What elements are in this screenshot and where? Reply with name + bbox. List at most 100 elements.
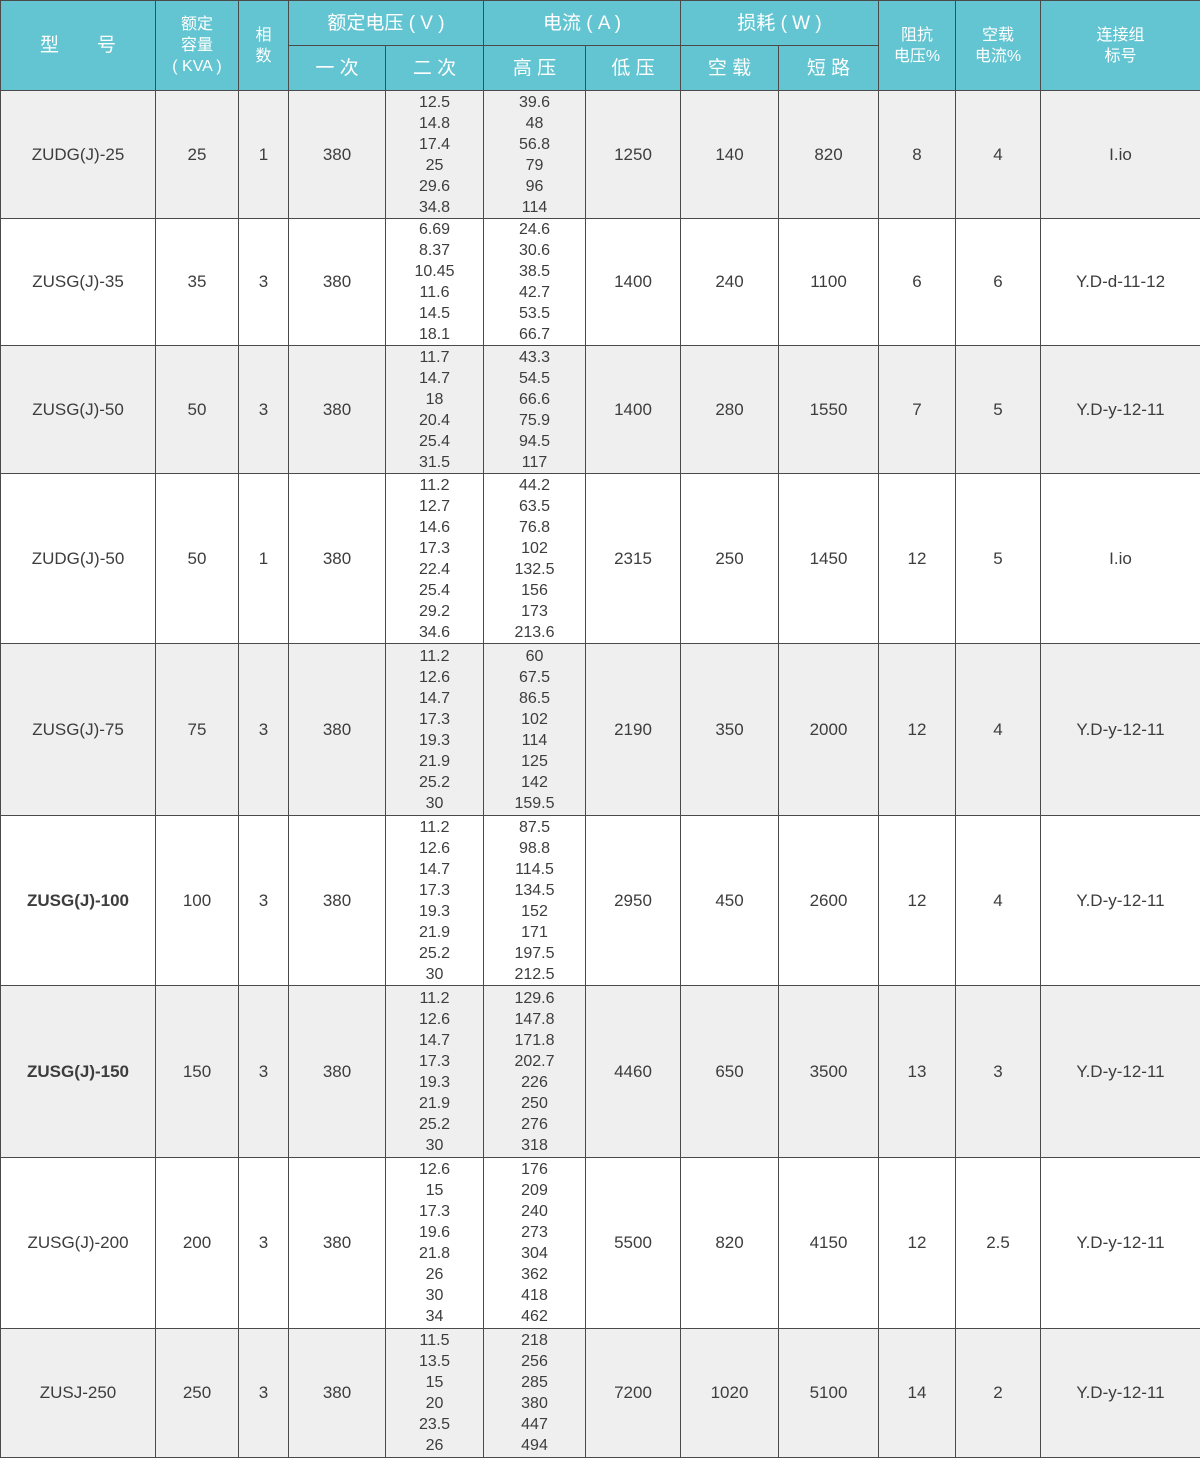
- cell-capacity: 50: [156, 346, 239, 474]
- cell-model: ZUSG(J)-200: [1, 1158, 156, 1329]
- cell-secondary-voltage: 11.2 12.6 14.7 17.3 19.3 21.9 25.2 30: [386, 986, 484, 1158]
- cell-capacity: 35: [156, 219, 239, 346]
- cell-phases: 3: [239, 1329, 289, 1458]
- cell-high-voltage-current: 218 256 285 380 447 494: [484, 1329, 586, 1458]
- cell-primary-voltage: 380: [289, 1158, 386, 1329]
- header-rated-voltage-group: 额定电压 ( V ): [289, 1, 484, 46]
- cell-low-voltage-current: 7200: [586, 1329, 681, 1458]
- table-row: ZUSG(J)-75 75 3 380 11.2 12.6 14.7 17.3 …: [1, 644, 1200, 816]
- cell-secondary-voltage: 12.6 15 17.3 19.6 21.8 26 30 34: [386, 1158, 484, 1329]
- cell-short-circuit-loss: 1450: [779, 474, 879, 644]
- cell-short-circuit-loss: 820: [779, 91, 879, 219]
- cell-no-load-loss: 350: [681, 644, 779, 816]
- cell-capacity: 50: [156, 474, 239, 644]
- cell-secondary-voltage: 11.2 12.6 14.7 17.3 19.3 21.9 25.2 30: [386, 816, 484, 986]
- cell-phases: 3: [239, 986, 289, 1158]
- cell-model: ZUSG(J)-100: [1, 816, 156, 986]
- cell-connection-group: Y.D-y-12-11: [1041, 816, 1200, 986]
- table-row: ZUSG(J)-35 35 3 380 6.69 8.37 10.45 11.6…: [1, 219, 1200, 346]
- cell-low-voltage-current: 5500: [586, 1158, 681, 1329]
- cell-high-voltage-current: 39.6 48 56.8 79 96 114: [484, 91, 586, 219]
- cell-phases: 3: [239, 816, 289, 986]
- cell-phases: 1: [239, 91, 289, 219]
- cell-connection-group: Y.D-y-12-11: [1041, 1158, 1200, 1329]
- table-header: 型 号 额定 容量 ( KVA ) 相 数 额定电压 ( V ) 电流 ( A …: [1, 1, 1200, 91]
- cell-high-voltage-current: 43.3 54.5 66.6 75.9 94.5 117: [484, 346, 586, 474]
- cell-impedance-voltage: 8: [879, 91, 956, 219]
- cell-low-voltage-current: 1400: [586, 219, 681, 346]
- cell-short-circuit-loss: 3500: [779, 986, 879, 1158]
- header-short-circuit: 短 路: [779, 46, 879, 91]
- cell-primary-voltage: 380: [289, 474, 386, 644]
- cell-primary-voltage: 380: [289, 986, 386, 1158]
- header-no-load-current: 空载 电流%: [956, 1, 1041, 91]
- cell-phases: 3: [239, 219, 289, 346]
- cell-low-voltage-current: 2190: [586, 644, 681, 816]
- header-impedance-voltage: 阻抗 电压%: [879, 1, 956, 91]
- table-row: ZUSG(J)-50 50 3 380 11.7 14.7 18 20.4 25…: [1, 346, 1200, 474]
- cell-short-circuit-loss: 2600: [779, 816, 879, 986]
- cell-primary-voltage: 380: [289, 1329, 386, 1458]
- cell-primary-voltage: 380: [289, 816, 386, 986]
- cell-phases: 3: [239, 644, 289, 816]
- cell-impedance-voltage: 14: [879, 1329, 956, 1458]
- cell-model: ZUSG(J)-150: [1, 986, 156, 1158]
- header-capacity: 额定 容量 ( KVA ): [156, 1, 239, 91]
- cell-short-circuit-loss: 4150: [779, 1158, 879, 1329]
- table-row: ZUSG(J)-100 100 3 380 11.2 12.6 14.7 17.…: [1, 816, 1200, 986]
- table-row: ZUDG(J)-50 50 1 380 11.2 12.7 14.6 17.3 …: [1, 474, 1200, 644]
- header-loss-group: 损耗 ( W ): [681, 1, 879, 46]
- header-row-groups: 型 号 额定 容量 ( KVA ) 相 数 额定电压 ( V ) 电流 ( A …: [1, 1, 1200, 46]
- cell-capacity: 75: [156, 644, 239, 816]
- cell-no-load-current: 4: [956, 644, 1041, 816]
- cell-primary-voltage: 380: [289, 219, 386, 346]
- cell-impedance-voltage: 12: [879, 474, 956, 644]
- cell-high-voltage-current: 24.6 30.6 38.5 42.7 53.5 66.7: [484, 219, 586, 346]
- cell-capacity: 25: [156, 91, 239, 219]
- cell-model: ZUSG(J)-75: [1, 644, 156, 816]
- cell-no-load-current: 5: [956, 474, 1041, 644]
- cell-secondary-voltage: 6.69 8.37 10.45 11.6 14.5 18.1: [386, 219, 484, 346]
- table-row: ZUDG(J)-25 25 1 380 12.5 14.8 17.4 25 29…: [1, 91, 1200, 219]
- cell-no-load-current: 5: [956, 346, 1041, 474]
- cell-capacity: 250: [156, 1329, 239, 1458]
- cell-no-load-current: 6: [956, 219, 1041, 346]
- cell-short-circuit-loss: 5100: [779, 1329, 879, 1458]
- cell-impedance-voltage: 12: [879, 816, 956, 986]
- header-connection-group: 连接组 标号: [1041, 1, 1200, 91]
- cell-low-voltage-current: 1400: [586, 346, 681, 474]
- cell-no-load-loss: 250: [681, 474, 779, 644]
- cell-capacity: 200: [156, 1158, 239, 1329]
- cell-no-load-current: 4: [956, 816, 1041, 986]
- header-primary: 一 次: [289, 46, 386, 91]
- table-body: ZUDG(J)-25 25 1 380 12.5 14.8 17.4 25 29…: [1, 91, 1200, 1458]
- cell-impedance-voltage: 12: [879, 644, 956, 816]
- cell-secondary-voltage: 11.7 14.7 18 20.4 25.4 31.5: [386, 346, 484, 474]
- cell-no-load-current: 2: [956, 1329, 1041, 1458]
- cell-connection-group: Y.D-y-12-11: [1041, 346, 1200, 474]
- cell-primary-voltage: 380: [289, 91, 386, 219]
- cell-no-load-loss: 1020: [681, 1329, 779, 1458]
- cell-low-voltage-current: 2315: [586, 474, 681, 644]
- cell-model: ZUSG(J)-50: [1, 346, 156, 474]
- cell-model: ZUDG(J)-50: [1, 474, 156, 644]
- cell-connection-group: Y.D-y-12-11: [1041, 986, 1200, 1158]
- cell-high-voltage-current: 176 209 240 273 304 362 418 462: [484, 1158, 586, 1329]
- cell-connection-group: Y.D-d-11-12: [1041, 219, 1200, 346]
- cell-primary-voltage: 380: [289, 644, 386, 816]
- cell-connection-group: I.io: [1041, 474, 1200, 644]
- cell-model: ZUSJ-250: [1, 1329, 156, 1458]
- cell-no-load-current: 2.5: [956, 1158, 1041, 1329]
- cell-phases: 3: [239, 1158, 289, 1329]
- table-row: ZUSG(J)-150 150 3 380 11.2 12.6 14.7 17.…: [1, 986, 1200, 1158]
- header-no-load: 空 载: [681, 46, 779, 91]
- cell-high-voltage-current: 44.2 63.5 76.8 102 132.5 156 173 213.6: [484, 474, 586, 644]
- cell-short-circuit-loss: 2000: [779, 644, 879, 816]
- cell-no-load-loss: 140: [681, 91, 779, 219]
- cell-no-load-loss: 240: [681, 219, 779, 346]
- cell-capacity: 150: [156, 986, 239, 1158]
- cell-primary-voltage: 380: [289, 346, 386, 474]
- cell-connection-group: Y.D-y-12-11: [1041, 1329, 1200, 1458]
- header-secondary: 二 次: [386, 46, 484, 91]
